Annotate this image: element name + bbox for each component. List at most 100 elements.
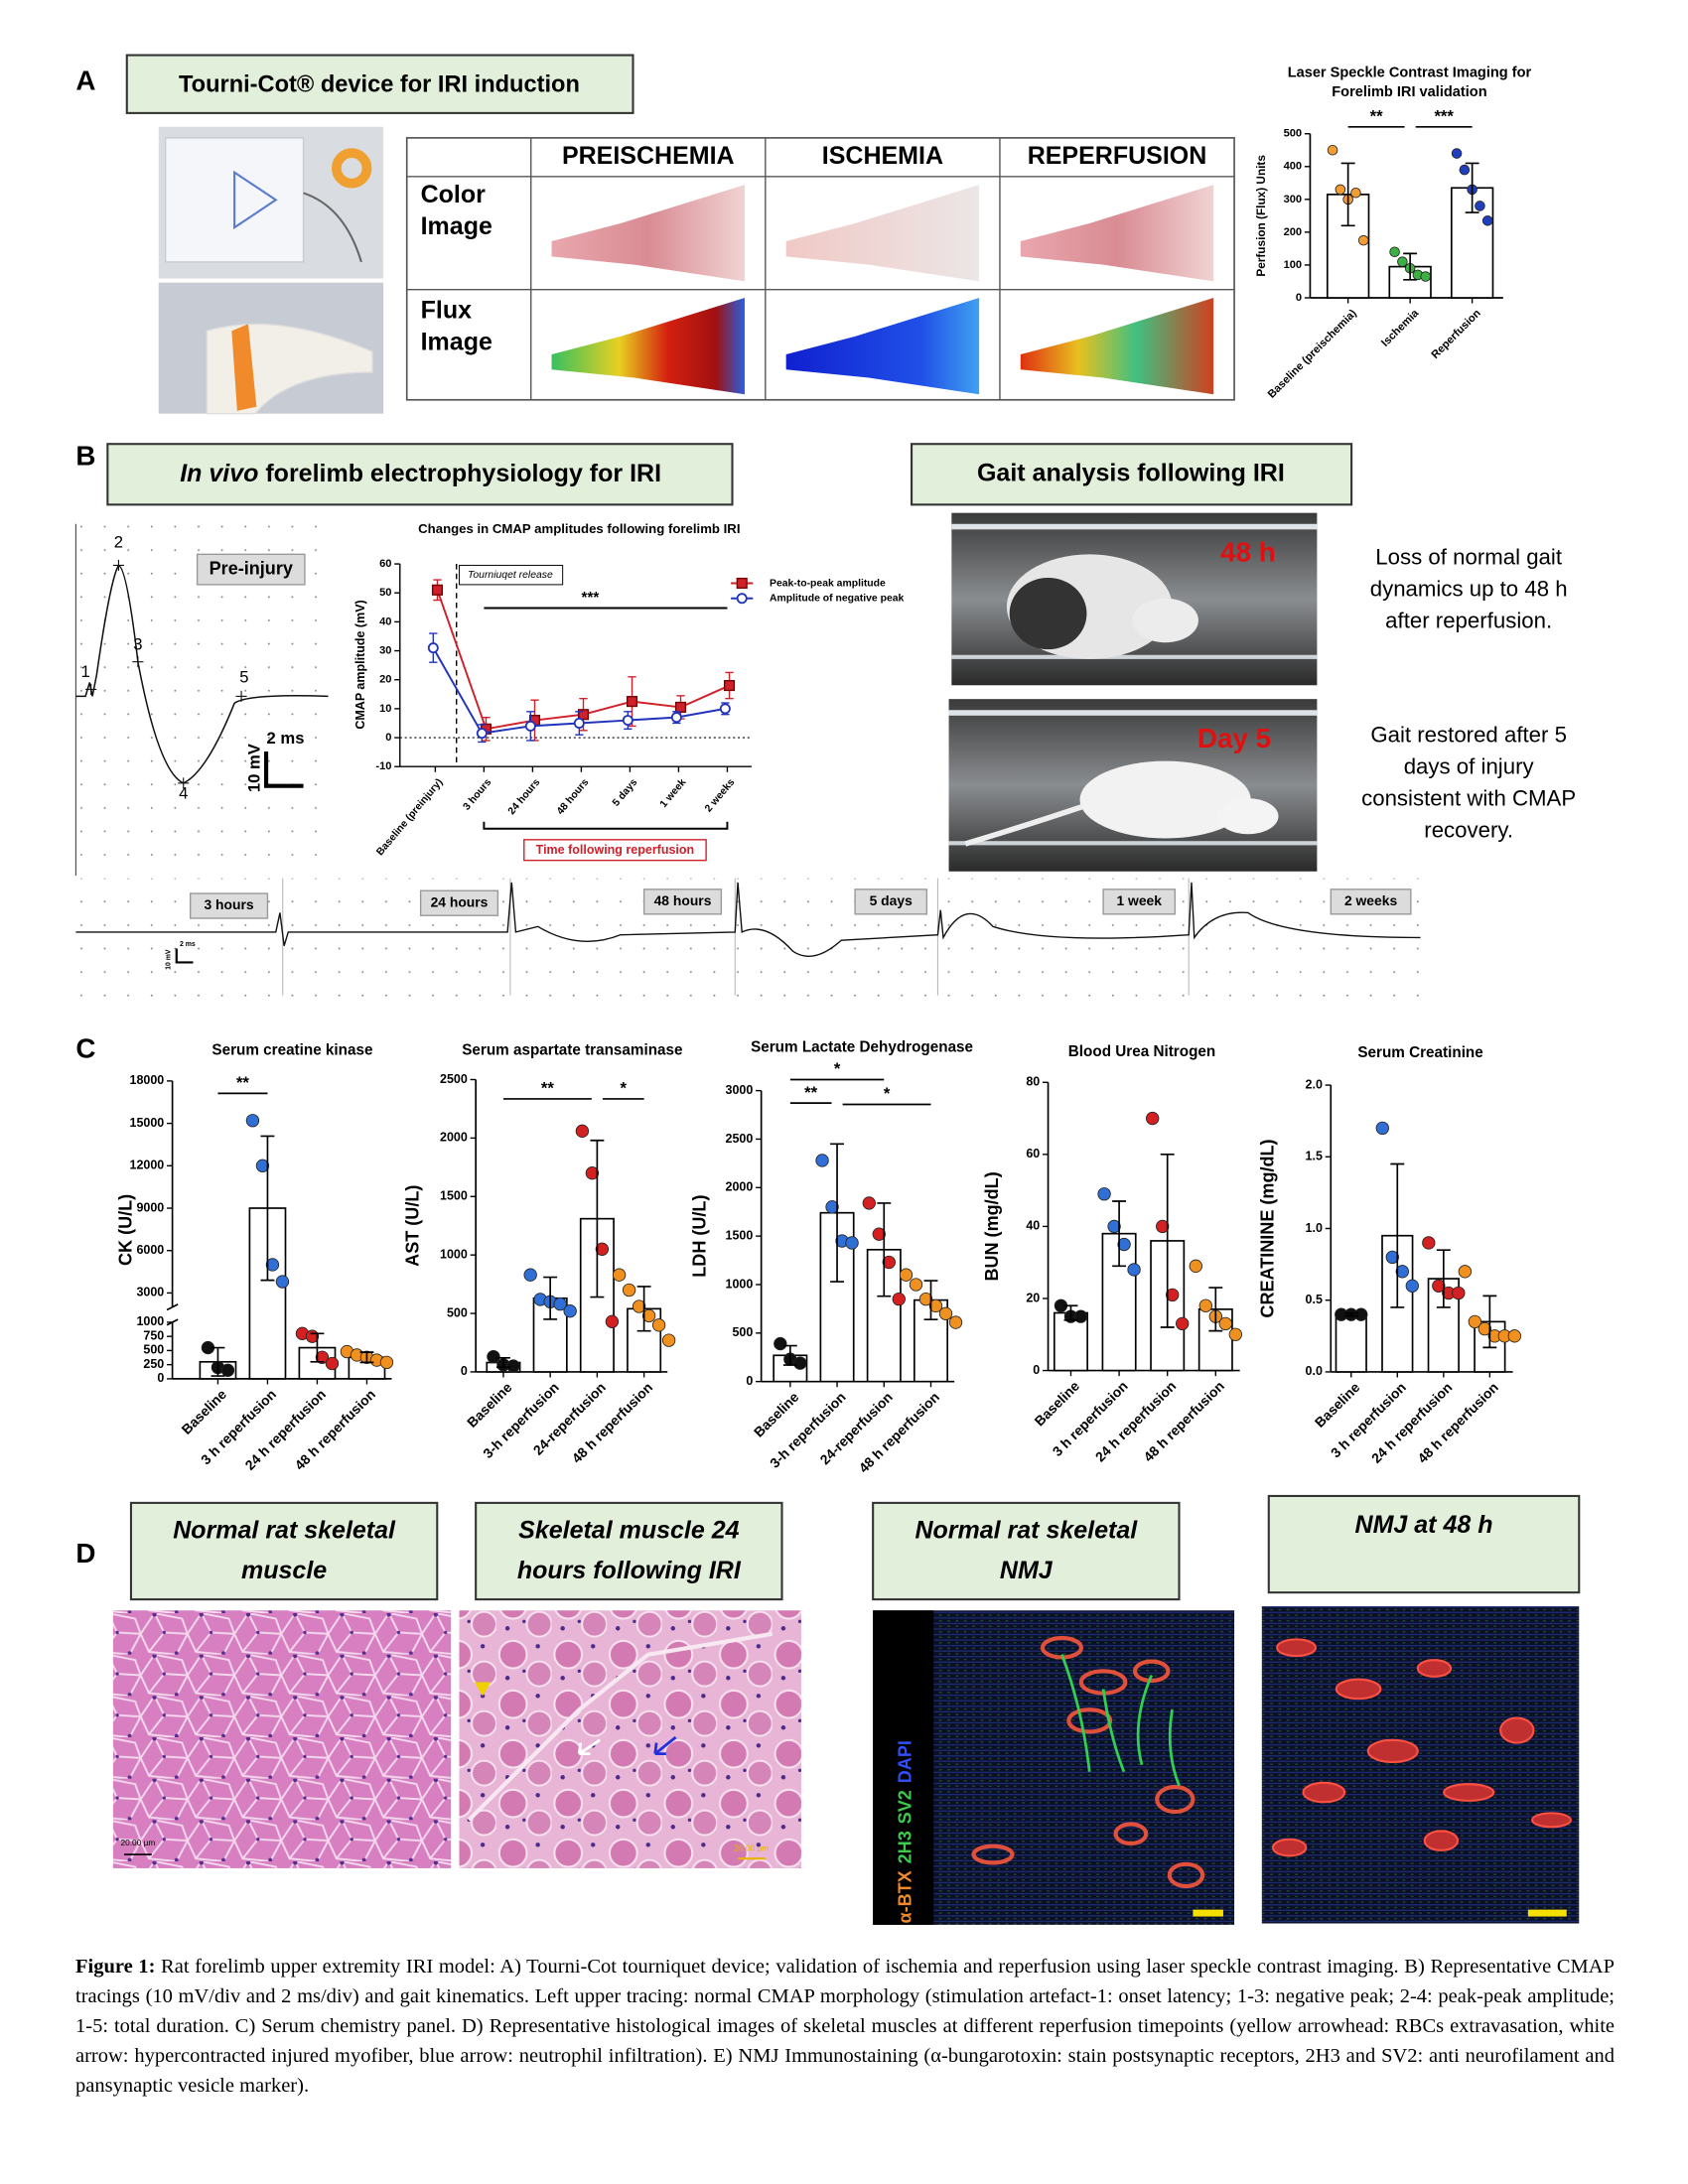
data-point xyxy=(1335,184,1346,196)
data-point xyxy=(1327,144,1338,156)
endplate xyxy=(1271,1838,1308,1857)
data-point xyxy=(1420,271,1431,282)
y-tick-label: 2500 xyxy=(726,1132,754,1146)
cmap-trace xyxy=(75,564,329,784)
y-tick-label: 0 xyxy=(746,1374,753,1388)
error-bar xyxy=(260,1135,275,1282)
y-tick-label: 0 xyxy=(1033,1363,1040,1377)
panel-title: Gait analysis following IRI xyxy=(977,459,1285,486)
data-point xyxy=(1432,1279,1446,1293)
cage-rail xyxy=(951,523,1318,530)
data-point xyxy=(938,1306,953,1320)
caption: Figure 1: Rat forelimb upper extremity I… xyxy=(75,1952,1615,2101)
column-header: PREISCHEMIA xyxy=(562,142,735,170)
chart-title: Serum creatine kinase xyxy=(211,1041,372,1058)
x-tick-label: Baseline (preischemia) xyxy=(1266,307,1359,400)
data-point xyxy=(245,1114,260,1128)
data-point xyxy=(1481,215,1493,226)
y-tick-label: 1.5 xyxy=(1306,1150,1323,1163)
scale-label: 10 mV xyxy=(165,949,172,970)
image-title: Skeletal muscle 24 xyxy=(518,1517,739,1545)
strip-tag xyxy=(1102,888,1177,915)
x-tick-label: 48 h reperfusion xyxy=(569,1379,656,1466)
trace-point-label: 4 xyxy=(179,783,188,802)
data-point xyxy=(1468,1314,1482,1329)
data-point xyxy=(1107,1219,1121,1234)
y-tick-label: -10 xyxy=(375,760,391,772)
y-tick-label: 200 xyxy=(1284,226,1303,238)
point xyxy=(431,584,444,596)
trace-point-label: 1 xyxy=(80,662,89,681)
image-title: NMJ xyxy=(1000,1557,1054,1584)
data-point xyxy=(1176,1316,1190,1331)
error-bar xyxy=(1482,1295,1497,1349)
photo-label: Day 5 xyxy=(1197,723,1271,753)
chart-title: Changes in CMAP amplitudes following for… xyxy=(418,521,740,536)
y-tick-label: 500 xyxy=(143,1343,164,1357)
axis-break xyxy=(166,1303,179,1311)
data-point xyxy=(872,1227,886,1241)
y-tick-label: 12000 xyxy=(130,1159,165,1172)
significance-label: * xyxy=(834,1059,841,1078)
data-point xyxy=(1350,187,1361,199)
title-box xyxy=(911,443,1353,506)
endplate xyxy=(1499,1716,1535,1744)
chart-title: Forelimb IRI validation xyxy=(1332,84,1486,100)
title-box xyxy=(1267,1494,1581,1594)
y-tick-label: 18000 xyxy=(130,1073,165,1087)
y-tick-label: 1000 xyxy=(136,1314,164,1328)
y-axis-title: CK (U/L) xyxy=(116,1194,136,1266)
error-bar xyxy=(1160,1154,1175,1328)
data-point xyxy=(1127,1263,1141,1277)
point xyxy=(719,703,731,715)
gait-note: recovery. xyxy=(1424,817,1513,842)
error-bar xyxy=(359,1351,374,1364)
caption-text: Rat forelimb upper extremity IRI model: … xyxy=(75,1956,1615,2097)
y-tick-label: 3000 xyxy=(726,1083,754,1097)
point xyxy=(626,696,638,708)
data-point xyxy=(1156,1219,1170,1234)
chart-title: Serum Lactate Dehydrogenase xyxy=(751,1039,973,1056)
data-point xyxy=(1397,256,1408,267)
data-point xyxy=(1451,148,1463,159)
data-point xyxy=(825,1200,839,1214)
data-point xyxy=(1422,1236,1436,1250)
data-point xyxy=(585,1166,600,1180)
photo-label: 48 h xyxy=(1220,537,1276,568)
x-tick-label: 24 hours xyxy=(506,777,542,817)
title-box xyxy=(475,1501,783,1601)
title-italic: In vivo xyxy=(180,459,258,486)
data-point xyxy=(1117,1237,1131,1252)
data-point xyxy=(575,1124,590,1138)
legend-marker xyxy=(736,577,748,590)
significance-label: ** xyxy=(1370,106,1383,125)
significance-label: ** xyxy=(804,1083,817,1102)
device-cord xyxy=(303,192,362,263)
data-point xyxy=(641,1308,656,1323)
y-tick-label: 0 xyxy=(385,732,391,744)
endplate xyxy=(1443,1783,1495,1802)
panel-label: D xyxy=(75,1538,95,1569)
arrow xyxy=(577,1738,601,1756)
rat-head xyxy=(1217,798,1279,835)
y-tick-label: 750 xyxy=(143,1328,164,1342)
gait-note: Gait restored after 5 xyxy=(1370,723,1567,748)
data-point xyxy=(595,1242,610,1256)
strip-tag xyxy=(854,888,928,915)
he-image xyxy=(112,1610,452,1868)
error-bar xyxy=(923,1280,938,1320)
endplate xyxy=(1155,1784,1196,1815)
data-point xyxy=(1218,1316,1232,1331)
data-point xyxy=(265,1258,280,1272)
data-point xyxy=(1477,1321,1492,1336)
title-box xyxy=(106,443,734,506)
endplate xyxy=(1366,1738,1419,1764)
y-tick-label: 100 xyxy=(1284,259,1303,271)
data-point xyxy=(379,1355,394,1370)
scale-label: 10 mV xyxy=(244,744,263,792)
chart-title: Serum Creatinine xyxy=(1357,1044,1482,1061)
y-tick-label: 60 xyxy=(379,558,391,570)
y-tick-label: 1.0 xyxy=(1306,1221,1323,1235)
y-axis-title: CMAP amplitude (mV) xyxy=(353,600,367,729)
